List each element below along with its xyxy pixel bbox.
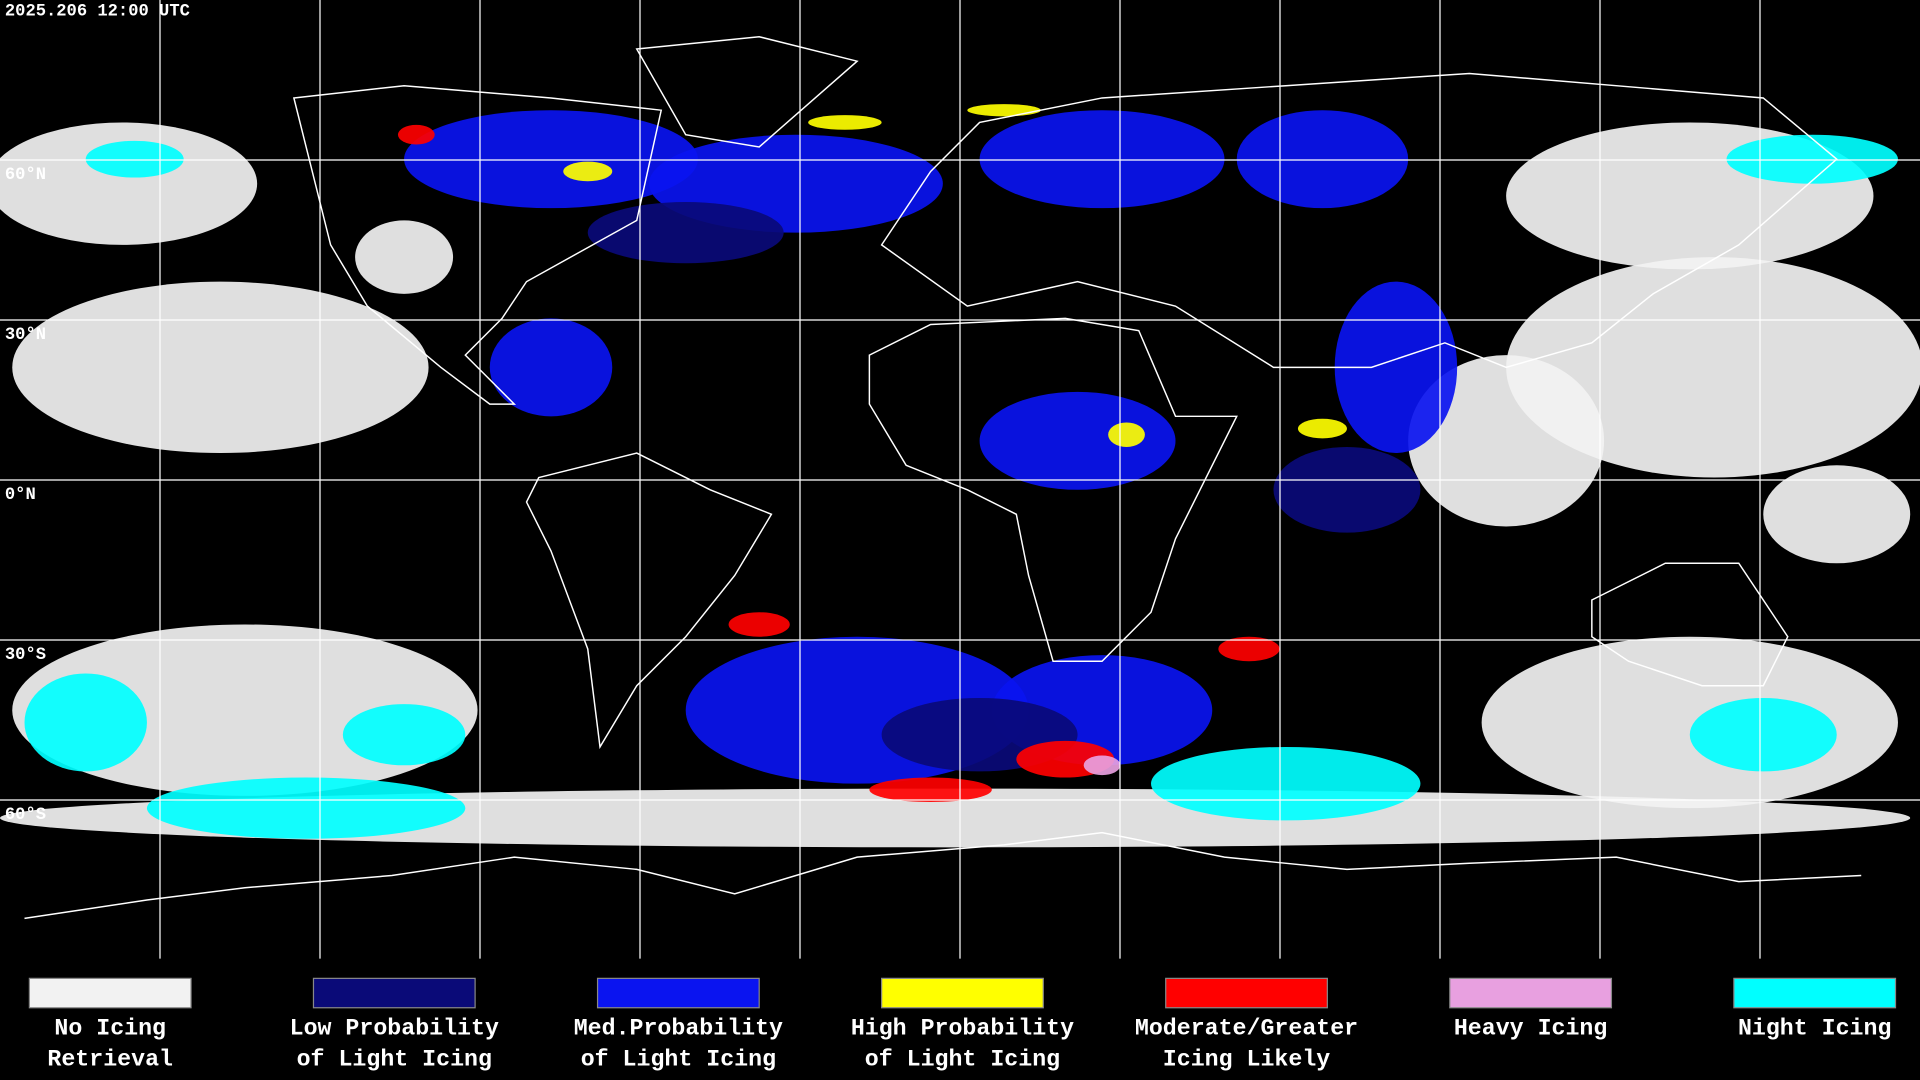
legend: No Icing Retrieval Low Probability of Light…: [28, 977, 1897, 1072]
legend-swatch: [28, 977, 192, 1009]
legend-swatch: [596, 977, 760, 1009]
icing-area: [1083, 755, 1121, 776]
legend-label: Icing Likely: [1163, 1046, 1330, 1072]
legend-swatch: [1165, 977, 1328, 1009]
timestamp: 2025.206 12:00 UTC: [5, 3, 190, 22]
icing-area: [342, 704, 466, 766]
icing-area: [869, 777, 992, 803]
icing-area: [404, 110, 698, 209]
legend-label: of Light Icing: [297, 1046, 492, 1072]
icing-area: [967, 104, 1041, 117]
eurasia: [880, 72, 1838, 369]
icing-area: [1297, 418, 1347, 439]
icing-area: [0, 788, 1911, 848]
latitude-label: 30°N: [5, 326, 46, 345]
legend-label: High Probability: [851, 1016, 1074, 1042]
icing-area: [85, 140, 184, 178]
icing-area: [0, 122, 258, 245]
legend-swatch: [1733, 977, 1897, 1009]
antarctica: [24, 831, 1862, 920]
legend-label: of Light Icing: [581, 1046, 776, 1072]
icing-area: [1726, 134, 1898, 184]
icing-area: [1481, 636, 1898, 809]
icing-area: [587, 202, 784, 264]
legend-label: Night Icing: [1738, 1016, 1891, 1042]
icing-area: [1273, 446, 1421, 533]
icing-area: [1218, 636, 1280, 662]
icing-area: [728, 612, 790, 637]
north-america: [292, 84, 663, 405]
icing-area: [1506, 257, 1920, 478]
icing-area: [1236, 110, 1409, 209]
legend-swatch: [1449, 977, 1613, 1009]
legend-label: Low Probability: [290, 1016, 499, 1042]
icing-area: [1151, 746, 1421, 821]
icing-field: [0, 104, 1920, 848]
legend-label: Heavy Icing: [1454, 1016, 1607, 1042]
australia: [1591, 562, 1789, 687]
icing-area: [355, 220, 454, 294]
legend-label: Med.Probability: [574, 1016, 783, 1042]
legend-label: of Light Icing: [865, 1046, 1060, 1072]
icing-area: [146, 777, 466, 839]
icing-area: [808, 115, 882, 130]
latitude-label: 60°S: [5, 806, 46, 825]
greenland: [635, 35, 859, 148]
icing-area: [1689, 697, 1837, 772]
legend-swatch: [312, 977, 476, 1009]
latitude-label: 60°N: [5, 166, 46, 185]
latitude-label: 30°S: [5, 646, 46, 665]
icing-area: [1408, 355, 1605, 527]
legend-label: No Icing: [54, 1016, 166, 1042]
africa: [868, 317, 1238, 662]
icing-area: [24, 673, 147, 772]
latitude-label: 0°N: [5, 486, 36, 505]
coastlines: [24, 35, 1862, 920]
icing-area: [12, 281, 429, 454]
icing-area: [979, 391, 1176, 490]
legend-swatch: [881, 977, 1044, 1009]
icing-area: [397, 124, 435, 145]
legend-label: Retrieval: [47, 1046, 173, 1072]
legend-label: Moderate/Greater: [1135, 1016, 1358, 1042]
icing-area: [563, 161, 613, 182]
icing-area: [979, 110, 1225, 209]
icing-area: [1108, 422, 1145, 447]
icing-area: [489, 318, 613, 417]
south-america: [525, 452, 773, 750]
icing-area: [1763, 465, 1911, 564]
icing-area: [1334, 281, 1458, 454]
